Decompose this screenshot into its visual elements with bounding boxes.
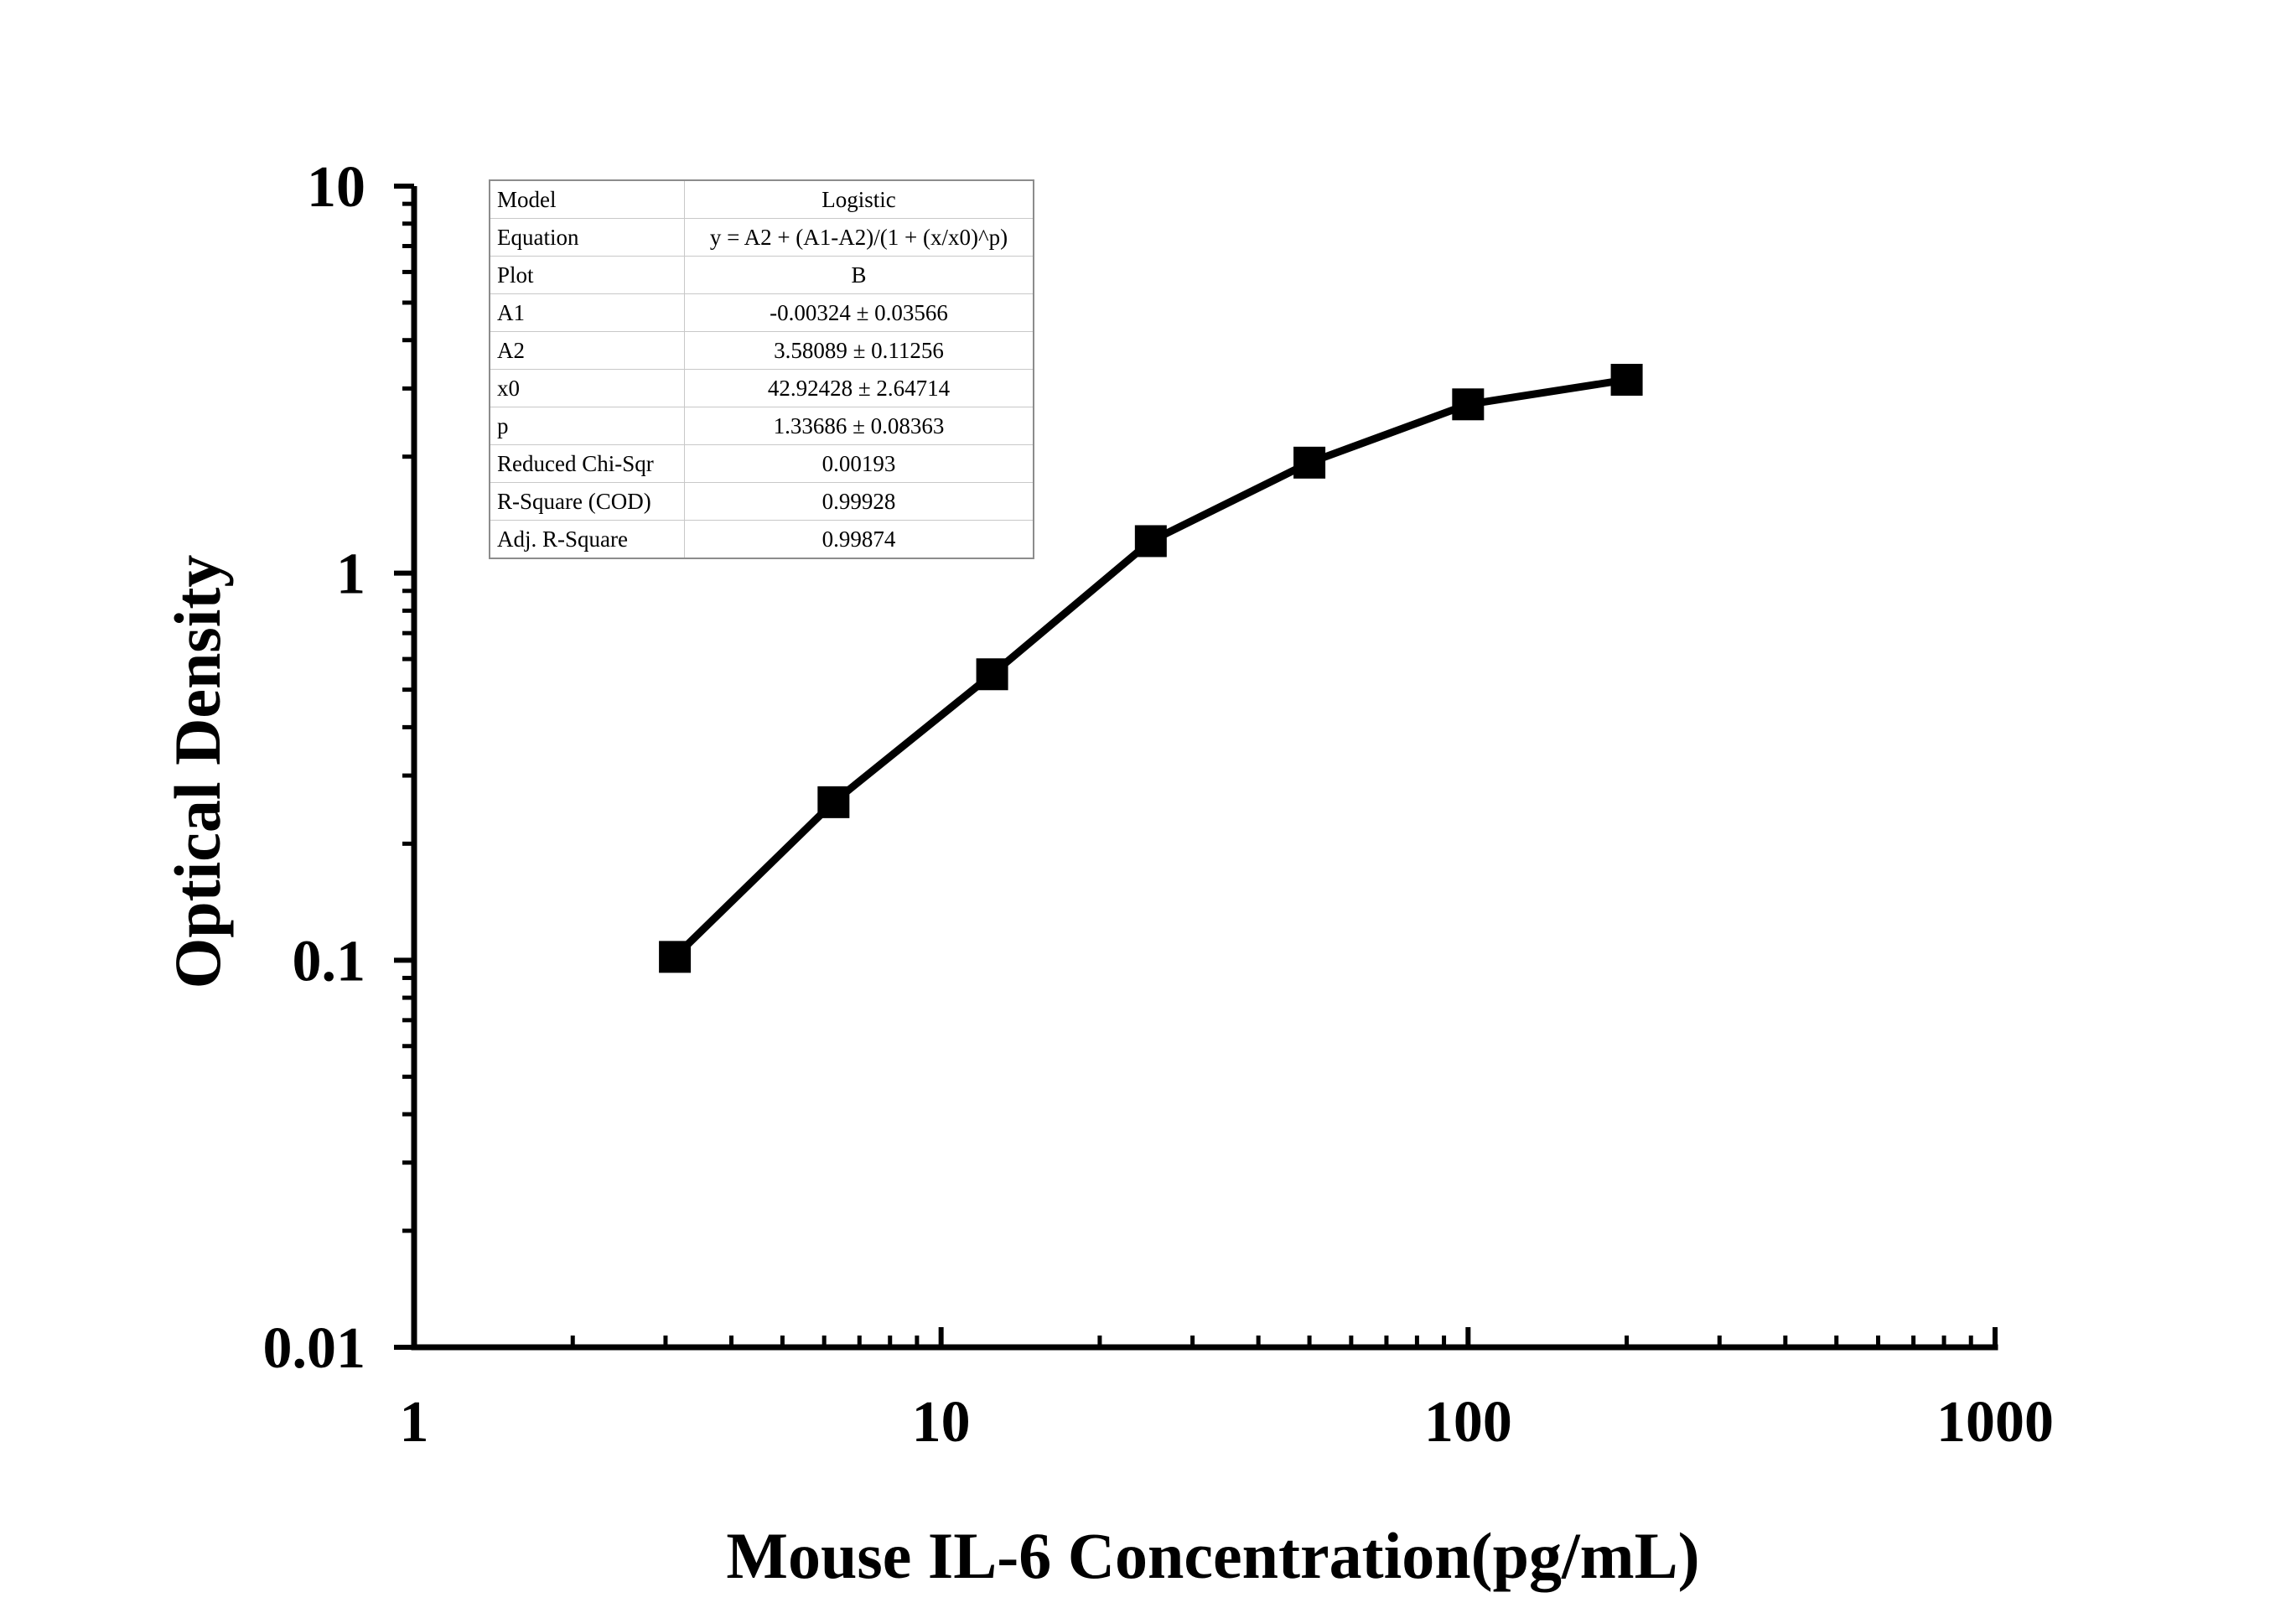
fit-param-name: R-Square (COD) xyxy=(489,482,685,521)
fit-param-name: Equation xyxy=(489,218,685,257)
fit-param-value: y = A2 + (A1-A2)/(1 + (x/x0)^p) xyxy=(684,218,1034,257)
fit-param-value: 0.00193 xyxy=(684,444,1034,483)
x-tick-label: 10 xyxy=(912,1390,971,1455)
data-point-marker xyxy=(1293,446,1326,479)
fit-table-row: Model Logistic xyxy=(489,179,1034,219)
data-point-marker xyxy=(1452,388,1485,421)
fit-table-row: Equation y = A2 + (A1-A2)/(1 + (x/x0)^p) xyxy=(489,218,1034,257)
fit-param-name: Adj. R-Square xyxy=(489,520,685,559)
fit-param-name: x0 xyxy=(489,369,685,407)
fit-param-value: 0.99928 xyxy=(684,482,1034,521)
fit-param-value: 42.92428 ± 2.64714 xyxy=(684,369,1034,407)
fit-table-row: p 1.33686 ± 0.08363 xyxy=(489,407,1034,445)
fit-param-value: Logistic xyxy=(684,179,1034,219)
fit-param-name: Model xyxy=(489,179,685,219)
fit-table-row: x0 42.92428 ± 2.64714 xyxy=(489,369,1034,407)
fit-table-row: Reduced Chi-Sqr 0.00193 xyxy=(489,444,1034,483)
y-axis-title: Optical Density xyxy=(161,555,234,989)
fit-parameters-body: Model Logistic Equation y = A2 + (A1-A2)/(1… xyxy=(489,179,1034,559)
fit-param-name: A2 xyxy=(489,331,685,370)
data-point-marker xyxy=(1610,363,1643,396)
fit-param-value: 3.58089 ± 0.11256 xyxy=(684,331,1034,370)
data-point-marker xyxy=(817,786,850,818)
fit-param-value: 1.33686 ± 0.08363 xyxy=(684,407,1034,445)
y-tick-label: 0.1 xyxy=(293,929,366,993)
fit-table-row: A1 -0.00324 ± 0.03566 xyxy=(489,293,1034,332)
fit-param-value: 0.99874 xyxy=(684,520,1034,559)
data-point-marker xyxy=(976,658,1008,691)
y-tick-label: 1 xyxy=(336,542,365,607)
fit-param-name: Plot xyxy=(489,256,685,294)
x-tick-label: 100 xyxy=(1424,1390,1512,1455)
y-tick-label: 10 xyxy=(307,155,365,220)
fit-param-value: B xyxy=(684,256,1034,294)
fit-table-row: A2 3.58089 ± 0.11256 xyxy=(489,331,1034,370)
fit-parameters-table: Model Logistic Equation y = A2 + (A1-A2)/(1… xyxy=(489,179,1034,559)
fit-param-name: A1 xyxy=(489,293,685,332)
fit-table-row: Plot B xyxy=(489,256,1034,294)
data-point-marker xyxy=(659,941,692,973)
x-tick-label: 1 xyxy=(400,1390,429,1455)
fit-param-name: Reduced Chi-Sqr xyxy=(489,444,685,483)
fit-param-value: -0.00324 ± 0.03566 xyxy=(684,293,1034,332)
data-point-marker xyxy=(1134,525,1167,558)
fit-table-row: Adj. R-Square 0.99874 xyxy=(489,520,1034,559)
x-tick-label: 1000 xyxy=(1936,1390,2054,1455)
fit-param-name: p xyxy=(489,407,685,445)
y-tick-label: 0.01 xyxy=(263,1316,366,1381)
x-axis-title: Mouse IL-6 Concentration(pg/mL) xyxy=(726,1519,1699,1592)
fit-table-row: R-Square (COD) 0.99928 xyxy=(489,482,1034,521)
